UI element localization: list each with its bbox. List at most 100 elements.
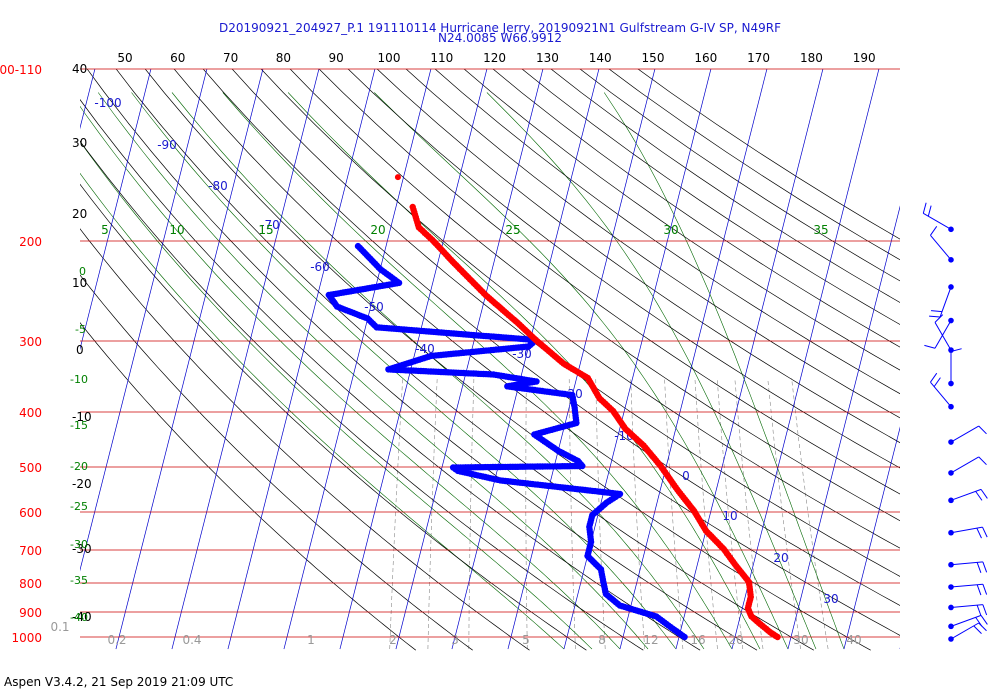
dry-adiabat-line — [202, 69, 900, 606]
moist-adiabat-label: -5 — [75, 323, 86, 336]
moist-adiabat-label: -10 — [70, 373, 88, 386]
wind-barb-feather — [931, 310, 943, 313]
isobars — [80, 68, 900, 638]
isotherm-label: 20 — [773, 551, 788, 565]
wind-barb-feather — [976, 605, 982, 616]
pressure-tick-label: 800 — [19, 577, 42, 591]
top-axis-tick-label: 130 — [536, 51, 559, 65]
wind-barb-station-dot — [948, 529, 954, 536]
dry-adiabat-line — [492, 69, 900, 348]
mixing-ratio-label: 12 — [643, 633, 658, 647]
isotherm-line — [787, 205, 900, 650]
dry-adiabat-line — [80, 228, 530, 651]
wind-barb-feather — [980, 615, 988, 625]
wind-barb — [922, 202, 954, 233]
moist-adiabat-label: 15 — [258, 223, 273, 237]
temperature-point — [394, 174, 401, 181]
wind-barb-station-dot — [948, 226, 954, 233]
wind-barb — [948, 583, 988, 596]
pressure-tick-label: 400 — [19, 406, 42, 420]
isotherm-line — [619, 69, 768, 650]
top-axis-tick-label: 150 — [642, 51, 665, 65]
isotherm-line — [675, 69, 824, 650]
top-axis-tick-label: 170 — [747, 51, 770, 65]
dry-adiabats — [80, 69, 900, 651]
wind-barb-feather — [922, 202, 927, 214]
wind-barb-feather — [975, 491, 983, 501]
chart-title-line-1: D20190921_204927_P.1 191110114 Hurricane… — [219, 21, 781, 35]
wind-barb-station-dot — [948, 623, 954, 630]
pressure-tick-label: 1000 — [11, 631, 42, 645]
mixing-ratio-line — [427, 377, 438, 650]
dry-adiabat-line — [376, 69, 900, 444]
wind-barb-station-dot — [948, 403, 954, 410]
wind-barb — [948, 488, 988, 504]
wind-barb — [948, 348, 962, 387]
moist-adiabat-line — [603, 92, 845, 650]
wind-barb-staff — [930, 381, 952, 408]
wind-barb-feather — [927, 205, 932, 217]
temperature-profile — [394, 174, 781, 641]
dry-adiabat-label: -40 — [72, 610, 92, 624]
pressure-tick-label: 300 — [19, 335, 42, 349]
wind-barb-station-dot — [948, 257, 954, 263]
dry-adiabat-label: -30 — [72, 542, 92, 556]
mixing-ratio-label: 0.2 — [107, 633, 126, 647]
moist-adiabat-line — [80, 172, 565, 650]
top-axis-tick-label: 120 — [483, 51, 506, 65]
wind-barb — [948, 425, 987, 445]
dry-adiabat-line — [231, 69, 900, 577]
moist-adiabat-label: 5 — [101, 223, 109, 237]
temperature-point — [774, 633, 781, 641]
wind-barb-station-dot — [948, 284, 954, 290]
dry-adiabat-line — [86, 69, 758, 651]
mixing-ratio-line — [767, 377, 801, 650]
wind-barb-station-dot — [948, 317, 954, 324]
wind-barb-station-dot — [948, 561, 954, 568]
moist-adiabat-line — [287, 92, 761, 650]
dry-adiabat-line — [347, 69, 900, 469]
wind-barbs — [922, 202, 988, 642]
dewpoint-point — [681, 633, 688, 641]
isotherm-label: -60 — [310, 260, 330, 274]
pressure-tick-label: 700 — [19, 544, 42, 558]
mixing-ratio-label: 40 — [846, 633, 861, 647]
wind-barb-feather — [980, 489, 988, 499]
isotherm-label: 0 — [682, 469, 690, 483]
moist-adiabat-line — [80, 141, 593, 650]
wind-barb-feather — [929, 315, 941, 318]
wind-barb — [948, 622, 987, 642]
moist-adiabat-label: 30 — [663, 223, 678, 237]
moist-adiabat-label: 10 — [169, 223, 184, 237]
wind-barb-staff — [950, 456, 979, 474]
dry-adiabat-line — [80, 322, 417, 651]
top-axis-tick-label: 100 — [378, 51, 401, 65]
mixing-ratio-label: 30 — [793, 633, 808, 647]
wind-barb-feather — [978, 456, 987, 466]
dry-adiabat-line — [289, 69, 900, 522]
isotherm-line — [80, 69, 152, 351]
isotherm-line — [80, 69, 96, 130]
wind-barb-feather — [982, 584, 988, 595]
mixing-ratio-line — [389, 377, 403, 650]
top-axis-tick-label: 60 — [170, 51, 185, 65]
mixing-ratio-line — [595, 377, 606, 650]
wind-barb — [930, 226, 954, 263]
top-axis-tick-label: 140 — [589, 51, 612, 65]
wind-barb-feather — [978, 622, 987, 632]
isotherm-line — [115, 69, 264, 650]
dry-adiabat-line — [144, 69, 871, 651]
dewpoint-profile — [325, 242, 688, 641]
wind-barb-feather — [950, 348, 962, 353]
isotherm-line — [227, 69, 376, 650]
dry-adiabat-label: 30 — [72, 136, 87, 150]
dry-adiabat-line — [173, 69, 900, 636]
wind-barb — [948, 561, 988, 573]
mixing-ratio-label: 8 — [598, 633, 606, 647]
wind-barb-station-dot — [948, 439, 954, 445]
mixing-ratio-label: 20 — [728, 633, 743, 647]
wind-barb — [924, 317, 954, 349]
dry-adiabat-line — [115, 69, 814, 651]
dry-adiabat-label: 0 — [76, 343, 84, 357]
